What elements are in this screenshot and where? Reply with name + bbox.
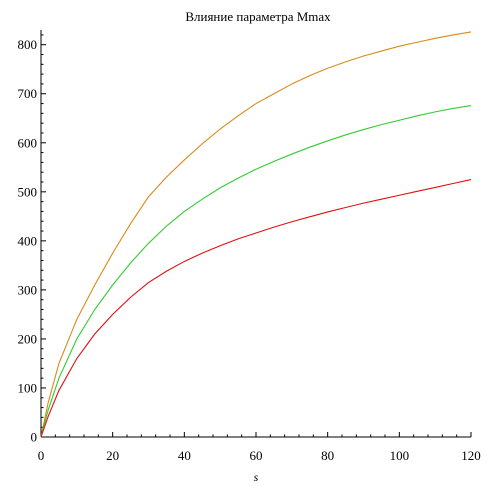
series-line-2 xyxy=(40,104,472,438)
x-tick-label: 0 xyxy=(38,448,45,463)
y-tick-label: 0 xyxy=(31,430,38,445)
y-tick-label: 400 xyxy=(18,233,38,248)
x-tick-label: 20 xyxy=(106,448,119,463)
x-tick-label: 60 xyxy=(250,448,263,463)
y-tick-label: 300 xyxy=(18,282,38,297)
x-axis-label: s xyxy=(254,470,259,484)
chart-title: Влияние параметра Mmax xyxy=(185,9,331,24)
x-tick-label: 80 xyxy=(321,448,334,463)
x-tick-label: 40 xyxy=(178,448,191,463)
x-tick-label: 120 xyxy=(461,448,481,463)
x-tick-label: 100 xyxy=(390,448,410,463)
axes: 0 20 40 60 80 100 120 0 100 200 300 400 500 600 700 800 xyxy=(18,30,481,463)
series-line-3 xyxy=(40,179,472,438)
y-tick-label: 100 xyxy=(18,380,38,395)
y-tick-label: 800 xyxy=(18,37,38,52)
series-layer xyxy=(40,31,472,438)
y-tick-label: 500 xyxy=(18,184,38,199)
y-tick-label: 200 xyxy=(18,331,38,346)
series-line-1 xyxy=(40,31,472,438)
y-tick-label: 700 xyxy=(18,86,38,101)
y-tick-label: 600 xyxy=(18,135,38,150)
